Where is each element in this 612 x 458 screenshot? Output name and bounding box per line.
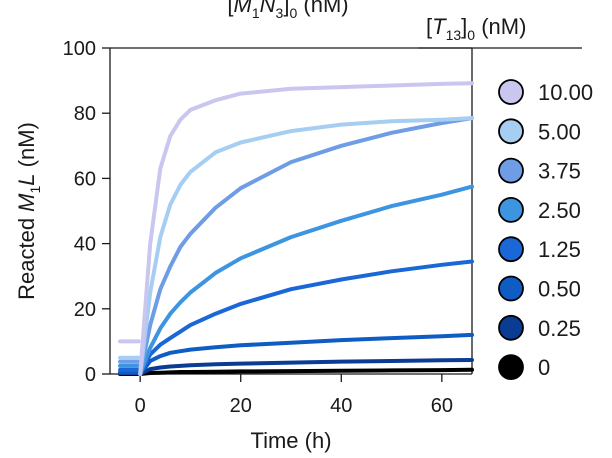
legend-title: [T13]0 (nM) xyxy=(426,14,526,43)
legend-marker xyxy=(498,157,524,184)
series-0-line xyxy=(138,367,474,376)
y-ticks: 0 20 40 60 80 100 xyxy=(63,38,110,386)
legend-marker xyxy=(498,79,524,105)
top-label: [M1N3]0 (nM) xyxy=(227,0,348,21)
legend-marker xyxy=(498,354,524,381)
legend-label: 2.50 xyxy=(538,198,581,223)
legend-marker xyxy=(498,118,524,145)
x-tick-label: 40 xyxy=(330,395,352,417)
x-axis-label: Time (h) xyxy=(250,428,331,453)
x-tick-label: 20 xyxy=(230,395,252,417)
y-tick-label: 60 xyxy=(74,168,96,190)
legend-label: 5.00 xyxy=(538,119,581,144)
legend-label: 0 xyxy=(538,355,550,380)
series-0-25-line xyxy=(138,358,474,376)
legend-marker xyxy=(498,236,524,263)
y-tick-label: 0 xyxy=(85,364,96,386)
x-tick-label: 0 xyxy=(135,395,146,417)
y-axis-label: Reacted M1L (nM) xyxy=(14,122,43,300)
x-tick-label: 60 xyxy=(431,395,453,417)
legend-label: 1.25 xyxy=(538,237,581,262)
legend: 10.00 5.00 3.75 2.50 1.25 0.50 0.25 0 xyxy=(498,79,593,381)
series-1-25-line xyxy=(138,259,474,376)
legend-marker xyxy=(498,196,524,223)
x-ticks: 0 20 40 60 xyxy=(135,374,453,417)
legend-label: 0.50 xyxy=(538,277,581,302)
series-10-00-line xyxy=(138,81,474,376)
y-tick-label: 80 xyxy=(74,103,96,125)
y-tick-label: 40 xyxy=(74,234,96,256)
series-0-50-line xyxy=(138,332,474,376)
series-lines xyxy=(118,81,474,376)
series-3-75-line xyxy=(138,116,474,376)
y-tick-label: 100 xyxy=(63,38,96,60)
legend-label: 0.25 xyxy=(538,316,581,341)
legend-label: 10.00 xyxy=(538,80,593,105)
y-tick-label: 20 xyxy=(74,299,96,321)
legend-marker xyxy=(498,275,524,302)
legend-marker xyxy=(498,314,524,341)
series-2-50-line xyxy=(138,184,474,376)
series-5-00-line xyxy=(138,116,474,376)
legend-label: 3.75 xyxy=(538,159,581,184)
